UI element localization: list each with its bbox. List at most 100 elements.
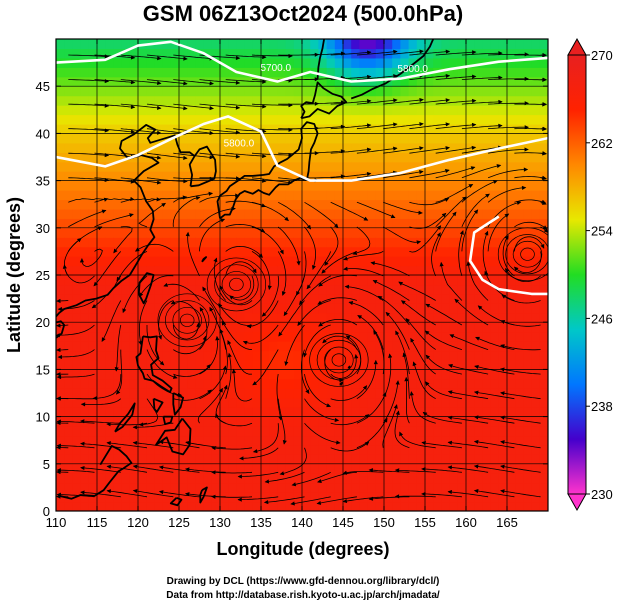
- heat-cell: [433, 180, 442, 191]
- heat-cell: [285, 208, 295, 219]
- heat-cell: [252, 199, 262, 210]
- heat-cell: [88, 256, 98, 267]
- heat-cell: [121, 444, 131, 455]
- heat-cell: [523, 190, 533, 201]
- heat-cell: [113, 123, 123, 134]
- heat-cell: [318, 237, 328, 248]
- heat-cell: [449, 95, 459, 106]
- heat-cell: [375, 180, 385, 191]
- heat-cell: [449, 275, 459, 286]
- heat-cell: [154, 123, 164, 134]
- heat-cell: [277, 114, 287, 125]
- heat-cell: [523, 48, 533, 59]
- streamline: [304, 52, 345, 56]
- streamline: [405, 318, 436, 350]
- heat-cell: [384, 67, 393, 78]
- streamline: [394, 411, 410, 449]
- heat-cell: [220, 86, 229, 97]
- heat-cell: [244, 312, 254, 323]
- heat-cell: [310, 39, 319, 50]
- heat-cell: [441, 218, 451, 229]
- heat-cell: [343, 39, 352, 50]
- heat-cell: [466, 133, 475, 144]
- heat-cell: [384, 237, 393, 248]
- heat-cell: [400, 284, 410, 295]
- streamline-arrow: [504, 213, 510, 218]
- heat-cell: [302, 341, 311, 352]
- heat-cell: [392, 86, 401, 97]
- heat-cell: [367, 123, 377, 134]
- heat-cell: [367, 237, 377, 248]
- heat-cell: [425, 171, 434, 182]
- streamline-arrow: [354, 354, 359, 359]
- heat-cell: [146, 180, 155, 191]
- heat-cell: [211, 190, 221, 201]
- heat-cell: [531, 227, 541, 238]
- heat-cell: [318, 388, 328, 399]
- heat-cell: [146, 435, 155, 446]
- heat-cell: [170, 492, 180, 503]
- heat-cell: [64, 67, 73, 78]
- heat-cell: [375, 133, 385, 144]
- heat-cell: [498, 227, 508, 238]
- heat-cell: [400, 265, 410, 276]
- heat-cell: [252, 246, 262, 257]
- heat-cell: [425, 492, 434, 503]
- heat-cell: [252, 341, 262, 352]
- heat-cell: [400, 331, 410, 342]
- streamline: [225, 152, 266, 157]
- heat-cell: [72, 444, 82, 455]
- heat-cell: [236, 331, 246, 342]
- heat-cell: [416, 359, 426, 370]
- heat-cell: [482, 416, 492, 427]
- heat-cell: [162, 208, 172, 219]
- heat-cell: [367, 303, 377, 314]
- heat-cell: [408, 501, 418, 511]
- heat-cell: [211, 67, 221, 78]
- heat-cell: [408, 171, 418, 182]
- heat-cell: [121, 190, 131, 201]
- heat-cell: [170, 171, 180, 182]
- heat-cell: [203, 359, 213, 370]
- heat-cell: [269, 331, 278, 342]
- streamline-arrow: [284, 361, 289, 366]
- heat-cell: [482, 322, 492, 333]
- heat-cell: [138, 246, 147, 257]
- heat-cell: [236, 133, 246, 144]
- heat-cell: [285, 133, 295, 144]
- heat-cell: [121, 492, 131, 503]
- heat-cell: [203, 492, 213, 503]
- heat-cell: [384, 341, 393, 352]
- heat-cell: [482, 341, 492, 352]
- heat-cell: [138, 133, 147, 144]
- heat-cell: [531, 86, 541, 97]
- streamline-arrow: [290, 501, 295, 506]
- heat-cell: [523, 454, 533, 465]
- heat-cell: [138, 359, 147, 370]
- heat-cell: [121, 246, 131, 257]
- heat-cell: [269, 199, 278, 210]
- heat-cell: [97, 463, 106, 474]
- heat-cell: [64, 501, 73, 511]
- heat-cell: [498, 407, 508, 418]
- heat-cell: [507, 275, 516, 286]
- heat-cell: [138, 454, 147, 465]
- heat-cell: [121, 48, 131, 59]
- streamline: [252, 349, 279, 386]
- heat-cell: [400, 463, 410, 474]
- heat-cell: [343, 199, 352, 210]
- heat-cell: [482, 331, 492, 342]
- heat-cell: [252, 190, 262, 201]
- heat-cell: [334, 407, 344, 418]
- heat-cell: [129, 341, 139, 352]
- streamline: [278, 300, 305, 337]
- heat-cell: [498, 57, 508, 68]
- heat-cell: [261, 142, 270, 153]
- heat-cell: [392, 275, 401, 286]
- heat-cell: [449, 171, 459, 182]
- heat-cell: [146, 388, 155, 399]
- heat-cell: [121, 208, 131, 219]
- streamline: [304, 422, 340, 444]
- heat-cell: [318, 133, 328, 144]
- heat-cell: [531, 359, 541, 370]
